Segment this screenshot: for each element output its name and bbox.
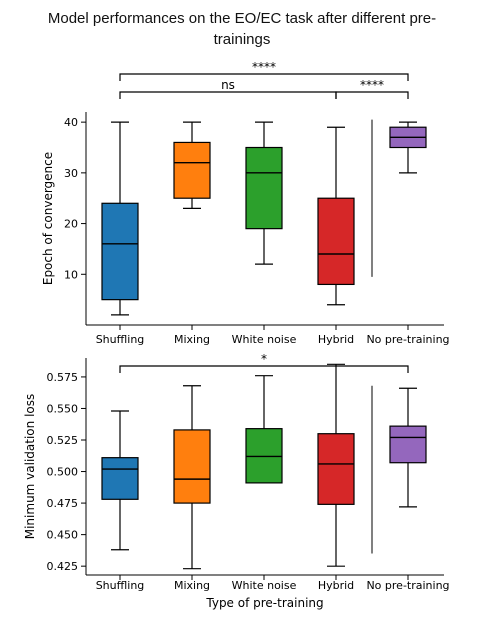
box-iqr	[317, 197, 355, 286]
x-tick-label: Shuffling	[96, 333, 145, 346]
box-iqr	[389, 425, 427, 464]
x-tick: No pre-training	[366, 325, 450, 346]
significance-label: ns	[221, 78, 235, 92]
x-tick: Mixing	[174, 325, 210, 346]
y-tick-label: 30	[64, 167, 78, 180]
y-axis-label: Minimum validation loss	[23, 394, 37, 540]
box-white-noise	[245, 375, 283, 484]
y-tick: 30	[64, 167, 86, 180]
y-tick: 0.475	[47, 497, 86, 510]
x-tick-label: Hybrid	[318, 333, 354, 346]
significance-bracket: ****	[119, 60, 409, 81]
significance-label: *	[261, 352, 267, 366]
x-tick-label: Shuffling	[96, 579, 145, 592]
bracket-line	[119, 91, 337, 99]
y-tick: 0.525	[47, 434, 86, 447]
x-tick-label: White noise	[232, 333, 297, 346]
significance-bracket: ns	[119, 78, 337, 99]
y-tick-label: 0.450	[47, 529, 79, 542]
y-tick: 0.575	[47, 371, 86, 384]
y-tick: 20	[64, 218, 86, 231]
box-iqr	[101, 202, 139, 301]
x-tick: Hybrid	[318, 325, 354, 346]
significance-label: ****	[252, 60, 276, 74]
y-tick: 10	[64, 268, 86, 281]
box-iqr	[173, 429, 211, 504]
x-tick-label: Mixing	[174, 333, 210, 346]
x-axis-label: Type of pre-training	[205, 596, 323, 610]
box-no-pre-training	[389, 121, 427, 174]
y-tick: 0.425	[47, 560, 86, 573]
bracket-line	[119, 73, 409, 81]
x-tick: Shuffling	[96, 575, 145, 592]
y-tick: 0.450	[47, 529, 86, 542]
y-tick-label: 0.425	[47, 560, 79, 573]
significance-bracket: *	[119, 352, 409, 373]
x-tick: Shuffling	[96, 325, 145, 346]
chart-title: Model performances on the EO/EC task aft…	[47, 10, 437, 48]
x-tick-label: Hybrid	[318, 579, 354, 592]
box-iqr	[317, 433, 355, 505]
box-iqr	[245, 146, 283, 230]
significance-label: ****	[360, 78, 384, 92]
y-axis-label: Epoch of convergence	[41, 152, 55, 285]
box-mixing	[173, 121, 211, 209]
y-tick: 0.550	[47, 402, 86, 415]
box-shuffling	[101, 121, 139, 316]
significance-bracket: ****	[335, 78, 409, 99]
box-hybrid	[317, 126, 355, 306]
x-tick-label: White noise	[232, 579, 297, 592]
box-iqr	[173, 141, 211, 199]
y-tick-label: 0.475	[47, 497, 79, 510]
box-iqr	[101, 457, 139, 500]
box-mixing	[173, 385, 211, 570]
x-tick-label: No pre-training	[366, 333, 449, 346]
panel-1: 10 20 30 40 Epoch of convergence Shuffling Mix…	[41, 60, 450, 346]
y-tick: 0.500	[47, 466, 86, 479]
x-tick: White noise	[232, 575, 297, 592]
y-tick-label: 20	[64, 218, 78, 231]
box-hybrid	[317, 363, 355, 567]
box-no-pre-training	[389, 387, 427, 508]
y-tick-label: 0.550	[47, 402, 79, 415]
bracket-line	[335, 91, 409, 99]
x-tick: No pre-training	[366, 575, 450, 592]
y-tick-label: 0.525	[47, 434, 79, 447]
x-tick-label: No pre-training	[366, 579, 449, 592]
x-tick: Hybrid	[318, 575, 354, 592]
x-tick: Mixing	[174, 575, 210, 592]
y-tick-label: 40	[64, 116, 78, 129]
y-tick: 40	[64, 116, 86, 129]
y-tick-label: 10	[64, 268, 78, 281]
panel-2: 0.425 0.450 0.475 0.500 0.525 0.550 0.575 Minim…	[23, 352, 450, 610]
bracket-line	[119, 365, 409, 373]
x-tick: White noise	[232, 325, 297, 346]
box-shuffling	[101, 410, 139, 551]
y-tick-label: 0.500	[47, 466, 79, 479]
x-tick-label: Mixing	[174, 579, 210, 592]
y-tick-label: 0.575	[47, 371, 79, 384]
box-white-noise	[245, 121, 283, 265]
